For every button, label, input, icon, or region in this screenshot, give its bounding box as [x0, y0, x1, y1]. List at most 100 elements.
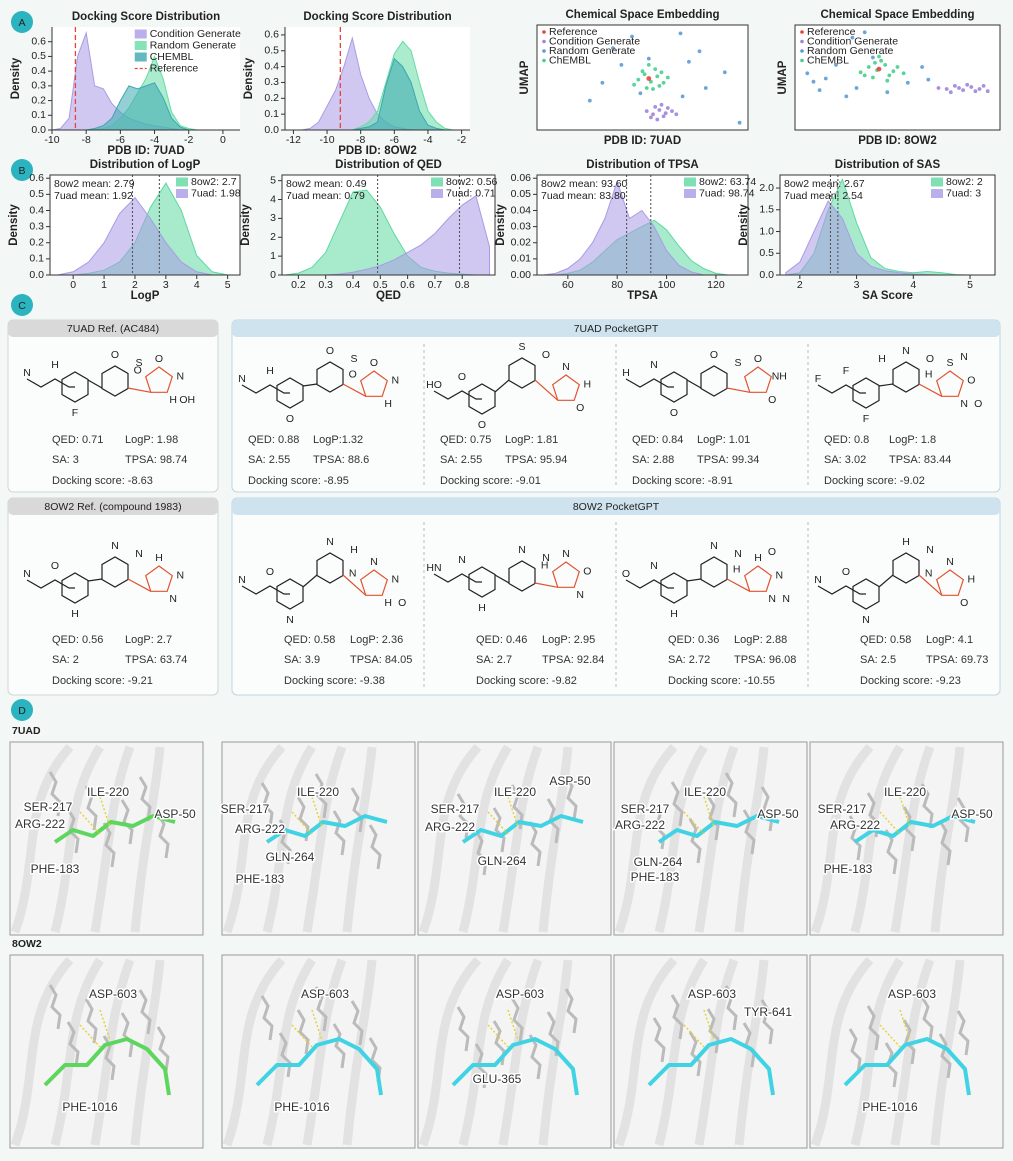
- ligand: [255, 1037, 383, 1096]
- y-tick-label: 0.2: [29, 237, 44, 249]
- chart-title: Docking Score Distribution: [303, 11, 451, 23]
- atom-label: O: [349, 368, 357, 380]
- legend-label: Random Generate: [549, 45, 636, 57]
- scatter-point: [926, 77, 931, 82]
- residue-stick: [66, 1021, 80, 1067]
- scatter-point: [981, 84, 986, 88]
- scatter-point: [644, 109, 649, 113]
- scatter-point: [661, 80, 666, 85]
- residue-stick: [528, 821, 542, 867]
- protein-ribbon: [694, 745, 739, 933]
- y-tick-label: 0.5: [29, 188, 44, 200]
- residue-stick: [724, 772, 738, 818]
- y-tick-label: 0.05: [511, 188, 532, 200]
- residue-label: ARG-222: [615, 818, 665, 832]
- y-tick-label: 0.0: [264, 124, 279, 136]
- ring: [316, 552, 344, 584]
- atom-label: N: [734, 548, 742, 560]
- x-tick-label: 0.2: [291, 279, 306, 291]
- y-tick-label: 0.03: [511, 220, 532, 232]
- scatter-point: [834, 63, 838, 67]
- mean-annotation: 7uad mean: 0.79: [286, 190, 365, 202]
- residue-stick: [84, 998, 98, 1044]
- atom-label: N: [286, 614, 294, 626]
- residue-stick: [866, 1005, 880, 1051]
- bond: [127, 578, 152, 592]
- residue-stick: [278, 1032, 292, 1078]
- scatter-point: [871, 55, 875, 60]
- x-tick-label: 0: [220, 134, 226, 146]
- atom-label: H: [384, 398, 392, 410]
- scatter-point: [871, 75, 875, 80]
- legend-label: 7uad: 98.74: [699, 187, 755, 199]
- protein-ribbon: [50, 957, 104, 1147]
- residue-stick: [84, 785, 98, 831]
- protein-ribbon: [890, 958, 935, 1146]
- panel-label: D: [18, 705, 26, 717]
- legend-label: 8ow2: 2: [946, 176, 983, 188]
- protein-ribbon: [498, 745, 543, 933]
- ring: [61, 371, 89, 403]
- interaction: [79, 796, 111, 835]
- legend-swatch: [800, 39, 804, 44]
- atom-label: H: [878, 353, 886, 365]
- plot-frame: [51, 27, 240, 131]
- atom-label: H: [925, 368, 933, 380]
- y-tick-label: 0.4: [31, 65, 46, 77]
- atom-label: N: [135, 548, 143, 560]
- ref-card-title: 7UAD Ref. (AC484): [67, 323, 159, 335]
- interaction: [683, 796, 715, 835]
- x-tick-label: 0.4: [346, 279, 361, 291]
- legend-label: 8ow2: 2.7: [191, 176, 237, 188]
- y-tick-label: 4: [270, 193, 276, 205]
- property: QED: 0.71: [52, 434, 103, 446]
- property: SA: 2.88: [632, 454, 674, 466]
- mean-annotation: 7uad mean: 1.92: [54, 190, 133, 202]
- residue-label: ASP-50: [154, 807, 196, 821]
- x-tick-label: 5: [967, 279, 973, 291]
- residue-stick: [510, 997, 524, 1043]
- ring: [316, 361, 344, 393]
- residue-label: ILE-220: [494, 785, 536, 799]
- legend-label: Reference: [807, 26, 856, 38]
- residue-stick: [314, 773, 328, 819]
- bond: [726, 578, 751, 592]
- atom-label: H: [541, 559, 549, 571]
- panel-label: C: [18, 300, 26, 312]
- x-tick-label: -2: [457, 134, 466, 146]
- residue-stick: [120, 799, 134, 845]
- y-tick-label: 0.3: [264, 76, 279, 88]
- x-tick-label: 5: [225, 279, 231, 291]
- x-axis-label: PDB ID: 8OW2: [338, 145, 417, 157]
- legend-swatch: [684, 177, 696, 187]
- residue-label: TYR-641: [744, 1005, 792, 1019]
- scatter-point: [649, 115, 653, 120]
- protein-ribbon: [538, 959, 573, 1146]
- scatter-point: [961, 88, 965, 92]
- legend-swatch: [800, 58, 804, 63]
- residue-stick: [848, 815, 862, 861]
- ring: [700, 365, 728, 397]
- legend-swatch: [542, 39, 546, 44]
- atom-label: N: [542, 552, 550, 564]
- legend-label: ChEMBL: [549, 54, 591, 66]
- atom-label: O: [768, 546, 776, 558]
- protein-ribbon: [734, 746, 769, 933]
- y-tick-label: 0: [270, 269, 276, 281]
- mean-annotation: 8ow2 mean: 2.67: [784, 178, 865, 190]
- interaction: [879, 796, 911, 835]
- protein-ribbon: [810, 743, 874, 934]
- atom-label: N: [650, 560, 658, 572]
- atom-label: N: [960, 351, 968, 363]
- plot-frame: [794, 24, 1001, 131]
- residue-stick: [564, 988, 578, 1034]
- property: Docking score: -9.21: [52, 675, 153, 687]
- property: Docking score: -9.01: [440, 475, 541, 487]
- scatter-point: [678, 31, 683, 36]
- y-tick-label: 1: [270, 250, 276, 262]
- atom-label: F: [863, 413, 869, 425]
- protein-ribbon: [222, 956, 286, 1147]
- x-tick-label: 80: [611, 279, 623, 291]
- legend-swatch: [931, 177, 943, 187]
- x-tick-label: 1: [101, 279, 107, 291]
